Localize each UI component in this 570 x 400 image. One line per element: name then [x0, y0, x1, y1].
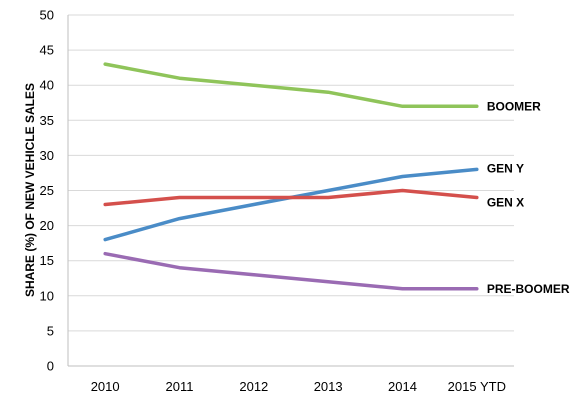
y-tick-label-50: 50 [40, 8, 54, 23]
y-tick-label-0: 0 [47, 359, 54, 374]
series-line-gen-y [103, 167, 479, 242]
series-label-gen-x: GEN X [487, 196, 524, 210]
x-tick-label-1: 2011 [166, 379, 194, 394]
y-axis-title: SHARE (%) OF NEW VEHICLE SALES [23, 83, 37, 297]
y-tick-label-15: 15 [40, 253, 54, 268]
series-line-boomer [103, 62, 479, 109]
series-line-gen-x [103, 188, 479, 207]
y-tick-label-20: 20 [40, 218, 54, 233]
y-tick-label-5: 5 [47, 323, 54, 338]
y-tick-label-35: 35 [40, 113, 54, 128]
x-tick-label-2: 2012 [239, 379, 268, 394]
x-tick-label-0: 2010 [91, 379, 120, 394]
y-tick-label-10: 10 [40, 288, 54, 303]
series-label-pre-boomer: PRE-BOOMER [487, 282, 570, 296]
series-line-pre-boomer [103, 251, 479, 291]
y-tick-label-30: 30 [40, 148, 54, 163]
series-labels: BOOMER GEN Y GEN X PRE-BOOMER [487, 99, 570, 296]
y-tick-label-40: 40 [40, 78, 54, 93]
y-tick-label-25: 25 [40, 183, 54, 198]
series-label-boomer: BOOMER [487, 99, 541, 113]
series-label-gen-y: GEN Y [487, 161, 524, 175]
x-tick-label-5: 2015 YTD [448, 379, 506, 394]
y-tick-labels: 0 5 10 15 20 25 30 35 40 45 50 [40, 8, 54, 374]
x-tick-label-3: 2013 [314, 379, 343, 394]
y-tick-label-45: 45 [40, 43, 54, 58]
axis-lines [67, 15, 514, 367]
series-lines [103, 62, 479, 291]
x-tick-label-4: 2014 [388, 379, 417, 394]
x-tick-labels: 2010 2011 2012 2013 2014 2015 YTD [91, 379, 506, 394]
